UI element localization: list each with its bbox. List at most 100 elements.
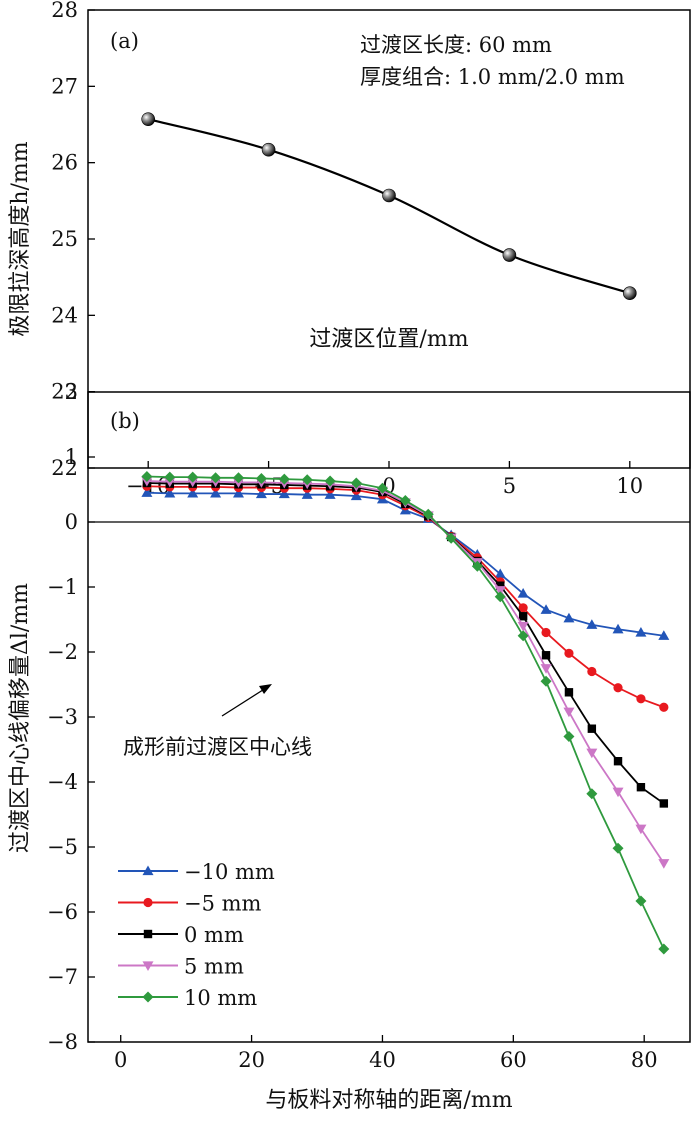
annotation-arrow-head [259,684,272,694]
data-point-series-4 [278,473,290,485]
data-point-a [141,112,155,126]
x-tick-label-b: 20 [238,1048,265,1072]
data-point-a [261,142,276,157]
y-tick-label-b: −2 [47,640,78,664]
x-axis-label-a: 过渡区位置/mm [309,327,468,352]
legend-label-1: −5 mm [184,892,262,916]
legend-marker-1 [143,897,153,908]
data-point-series-1 [613,683,623,693]
data-point-series-4 [187,471,199,483]
data-point-series-4 [517,630,529,642]
data-point-series-4 [586,788,598,800]
legend-marker-3 [142,961,154,971]
x-tick-label-b: 80 [631,1048,658,1072]
y-tick-label-b: −5 [47,835,78,859]
data-point-series-0 [563,612,575,623]
y-tick-label-a: 23 [51,380,78,404]
data-point-series-3 [658,859,670,869]
y-tick-label-b: −8 [47,1030,78,1054]
legend-label-4: 10 mm [184,986,257,1010]
y-tick-label-a: 22 [51,456,78,480]
data-point-series-1 [659,702,669,712]
data-point-series-0 [164,487,176,498]
data-point-series-2 [518,612,528,621]
series-line-3 [146,480,665,864]
y-tick-label-a: 27 [51,74,78,98]
data-point-series-4 [540,675,552,687]
data-point-series-4 [422,508,434,520]
data-point-series-1 [541,627,551,638]
data-point-a [382,188,396,203]
data-point-series-4 [563,731,575,742]
data-point-series-3 [540,664,552,674]
annotation-thickness-combination: 厚度组合: 1.0 mm/2.0 mm [360,65,625,89]
data-point-series-0 [324,489,336,499]
data-point-series-4 [399,495,411,507]
data-point-series-4 [301,474,313,486]
legend-label-3: 5 mm [184,955,244,979]
y-axis-label-b: 过渡区中心线偏移量Δl/mm [8,583,33,853]
data-point-series-0 [210,487,222,498]
data-point-series-0 [187,487,199,498]
y-tick-label-b: −6 [47,900,78,924]
data-point-series-0 [233,487,244,498]
data-b [88,471,690,955]
series-line-1 [146,485,665,709]
data-point-series-0 [141,487,153,497]
data-point-series-4 [164,471,176,483]
data-point-series-1 [564,648,574,658]
data-point-series-4 [658,943,670,955]
y-tick-label-b: −7 [47,965,78,989]
data-point-series-4 [376,482,388,494]
annotation-centerline: 成形前过渡区中心线 [123,735,312,759]
data-point-series-2 [541,651,551,660]
data-point-series-4 [210,472,222,484]
x-tick-label-a: 5 [503,474,516,498]
y-tick-label-a: 28 [51,0,78,22]
data-point-series-0 [255,488,267,499]
data-point-series-0 [635,627,647,637]
data-point-series-4 [635,895,647,907]
data-point-series-2 [659,799,669,808]
data-point-series-4 [612,842,624,854]
data-point-series-0 [658,630,670,640]
data-point-series-0 [517,588,529,598]
y-tick-label-b: 0 [65,510,78,534]
panel-label-a: (a) [110,29,139,53]
data-point-series-4 [233,472,244,484]
data-point-series-0 [540,604,552,614]
data-point-series-0 [350,490,362,501]
data-point-series-4 [445,532,457,544]
y-tick-label-a: 26 [51,151,78,175]
data-point-series-2 [587,724,597,733]
x-tick-label-b: 0 [114,1048,127,1072]
panel-label-b: (b) [110,409,140,433]
data-point-series-3 [494,586,506,596]
data-point-series-3 [517,621,529,632]
legend-label-0: −10 mm [184,860,275,884]
axes-b: 0 20 40 60 80 −8 −7 −6 −5 −4 −3 −2 −1 0 1 2 [47,380,658,1072]
y-tick-label-a: 25 [51,227,78,251]
legend-b: −10 mm −5 mm 0 mm 5 mm 10 mm [118,860,275,1010]
legend-label-2: 0 mm [184,923,244,947]
x-axis-label-b: 与板料对称轴的距离/mm [265,1088,512,1113]
annotation-transition-length: 过渡区长度: 60 mm [360,33,552,57]
data-point-series-0 [301,489,313,499]
y-tick-label-b: −3 [47,705,78,729]
y-tick-label-b: 2 [65,380,78,404]
data-point-series-4 [350,477,362,489]
data-point-series-0 [494,568,506,579]
data-point-series-1 [636,694,646,704]
data-point-series-3 [612,787,624,798]
legend-marker-0 [142,865,154,876]
x-tick-label-b: 60 [500,1048,527,1072]
data-point-series-4 [324,475,336,487]
x-tick-label-b: 40 [369,1048,396,1072]
data-point-series-2 [613,757,623,766]
data-point-series-4 [255,472,267,484]
data-point-series-4 [494,591,506,603]
data-point-series-2 [636,783,646,792]
data-point-series-3 [563,707,575,718]
panel-b: 0 20 40 60 80 −8 −7 −6 −5 −4 −3 −2 −1 0 1 2 (b) 成形前过渡区中… [8,380,691,1113]
